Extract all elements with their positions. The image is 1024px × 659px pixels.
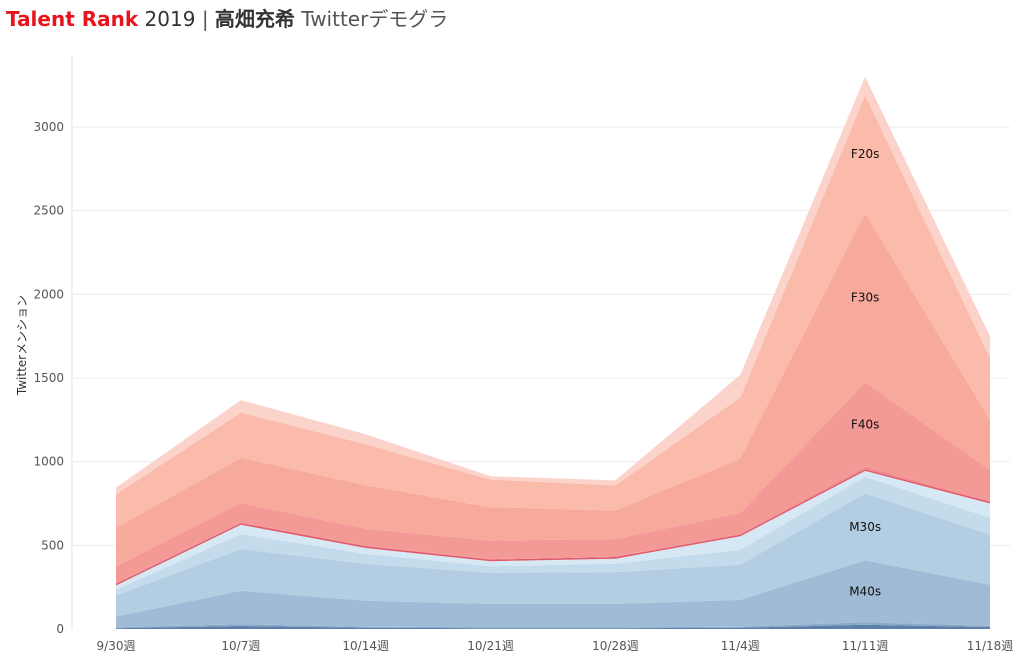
- x-axis-ticks: 9/30週 10/7週 10/14週 10/21週 10/28週 11/4週 11/11週 1…: [97, 639, 1014, 653]
- series-label: F40s: [851, 417, 879, 431]
- x-tick-label: 10/14週: [342, 639, 389, 653]
- y-tick-label: 3000: [33, 120, 64, 134]
- series-label: M40s: [849, 584, 881, 598]
- y-tick-label: 1000: [33, 455, 64, 469]
- x-tick-label: 10/21週: [467, 639, 514, 653]
- y-tick-label: 0: [56, 622, 64, 636]
- series-label: M30s: [849, 520, 881, 534]
- series-label: F20s: [851, 147, 879, 161]
- y-tick-label: 500: [41, 538, 64, 552]
- y-axis-label: Twitterメンション: [15, 295, 29, 396]
- y-axis-ticks: 0 500 1000 1500 2000 2500 3000: [33, 120, 64, 636]
- y-tick-label: 2000: [33, 287, 64, 301]
- x-tick-label: 10/28週: [592, 639, 639, 653]
- x-tick-label: 11/4週: [721, 639, 760, 653]
- y-tick-label: 1500: [33, 371, 64, 385]
- series-label: F30s: [851, 291, 879, 305]
- x-tick-label: 11/18週: [967, 639, 1014, 653]
- y-tick-label: 2500: [33, 204, 64, 218]
- x-tick-label: 10/7週: [221, 639, 260, 653]
- x-tick-label: 11/11週: [842, 639, 889, 653]
- x-tick-label: 9/30週: [97, 639, 136, 653]
